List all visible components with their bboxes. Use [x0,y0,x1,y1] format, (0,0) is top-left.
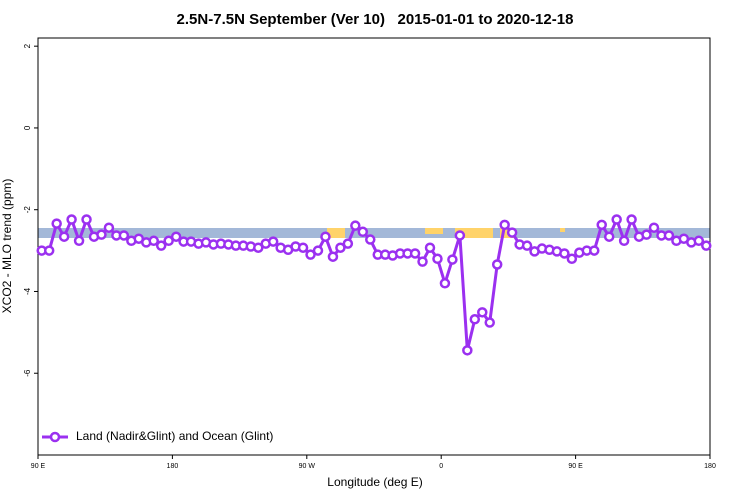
data-point [357,226,369,238]
data-point [96,229,107,240]
legend-label: Land (Nadir&Glint) and Ocean (Glint) [76,429,273,443]
data-point [499,219,510,231]
data-point [439,278,451,289]
y-tick-label: -2 [23,206,32,214]
data-point [417,256,428,267]
data-point [641,229,652,240]
y-axis-label: XCO2 - MLO trend (ppm) [0,179,14,314]
data-point [73,235,85,247]
data-point [701,240,712,251]
data-point [432,253,443,265]
data-point [566,253,578,265]
data-point [103,222,115,233]
y-tick-label: -6 [23,369,32,377]
data-point [469,314,481,325]
data-point [43,245,55,256]
data-point [66,214,77,225]
data-point [320,231,331,242]
data-point [350,220,361,231]
x-tick-label: 0 [439,463,443,470]
data-point [118,230,130,241]
land-patch [327,228,345,238]
data-point [693,235,705,247]
data-point [589,245,600,256]
ocean-band [38,228,710,238]
data-point [477,307,488,318]
data-point [484,317,495,328]
data-point [163,235,174,247]
y-tick-label: 0 [23,125,32,130]
data-point [424,242,436,253]
data-point [58,231,70,242]
data-point [155,240,167,251]
legend-marker [49,431,61,443]
data-point [618,235,630,247]
data-point [342,238,354,249]
x-tick-label: 90 E [31,463,46,470]
x-tick-label: 180 [704,463,716,470]
data-point [611,214,622,225]
data-point [521,240,533,251]
data-point [148,235,159,247]
data-point [409,248,421,259]
land-patch [425,228,443,234]
data-point [51,218,62,229]
data-point [327,251,339,262]
y-tick-label: 2 [23,43,32,48]
land-patch [455,228,493,238]
x-tick-label: 90 E [568,463,583,470]
data-point [663,230,675,241]
chart-title: 2.5N-7.5N September (Ver 10) 2015-01-01 … [177,11,574,28]
data-point [267,236,279,247]
data-point [297,242,309,253]
land-patch [560,228,565,232]
data-point [454,230,466,241]
data-point [491,259,503,270]
data-point [81,214,92,225]
x-tick-label: 180 [167,463,179,470]
data-point [253,242,264,253]
data-point [312,245,324,256]
data-point [596,219,607,231]
data-point [603,231,615,242]
data-point [462,345,473,356]
data-point [365,234,376,245]
data-point [559,248,570,259]
data-point [335,242,346,253]
x-axis-label: Longitude (deg E) [327,475,422,489]
x-tick-label: 90 W [299,463,316,470]
data-point [170,231,182,242]
data-point [447,254,458,265]
legend-item: Land (Nadir&Glint) and Ocean (Glint) [42,429,273,443]
y-tick-label: -4 [23,287,32,295]
data-point [648,222,660,233]
data-point [305,249,316,260]
data-point [626,214,637,225]
data-point [506,227,518,238]
